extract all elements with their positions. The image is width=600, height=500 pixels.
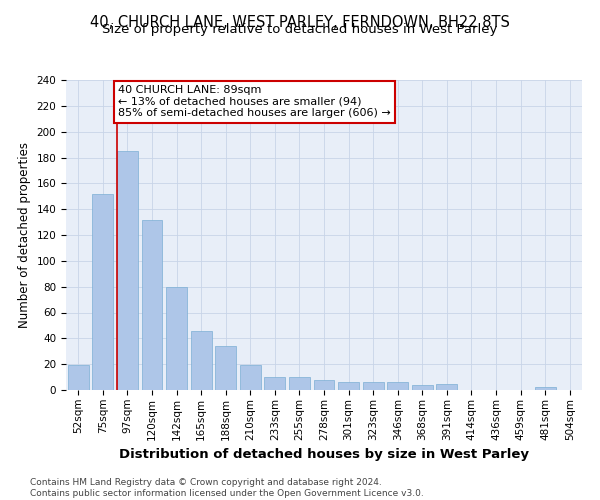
Bar: [68, 366, 89, 390]
Text: 40 CHURCH LANE: 89sqm
← 13% of detached houses are smaller (94)
85% of semi-deta: 40 CHURCH LANE: 89sqm ← 13% of detached …: [118, 85, 391, 118]
Bar: [289, 377, 310, 390]
Bar: [362, 382, 383, 390]
Bar: [142, 220, 163, 390]
Bar: [412, 385, 433, 390]
Bar: [338, 382, 359, 390]
Bar: [535, 388, 556, 390]
Bar: [166, 286, 187, 390]
Text: Size of property relative to detached houses in West Parley: Size of property relative to detached ho…: [103, 22, 497, 36]
Bar: [92, 194, 113, 390]
Bar: [314, 380, 334, 390]
Bar: [265, 377, 286, 390]
Text: Contains HM Land Registry data © Crown copyright and database right 2024.
Contai: Contains HM Land Registry data © Crown c…: [30, 478, 424, 498]
Bar: [436, 384, 457, 390]
Bar: [117, 151, 138, 390]
Bar: [387, 382, 408, 390]
Bar: [215, 346, 236, 390]
Y-axis label: Number of detached properties: Number of detached properties: [18, 142, 31, 328]
Bar: [240, 366, 261, 390]
Bar: [191, 330, 212, 390]
X-axis label: Distribution of detached houses by size in West Parley: Distribution of detached houses by size …: [119, 448, 529, 461]
Text: 40, CHURCH LANE, WEST PARLEY, FERNDOWN, BH22 8TS: 40, CHURCH LANE, WEST PARLEY, FERNDOWN, …: [90, 15, 510, 30]
